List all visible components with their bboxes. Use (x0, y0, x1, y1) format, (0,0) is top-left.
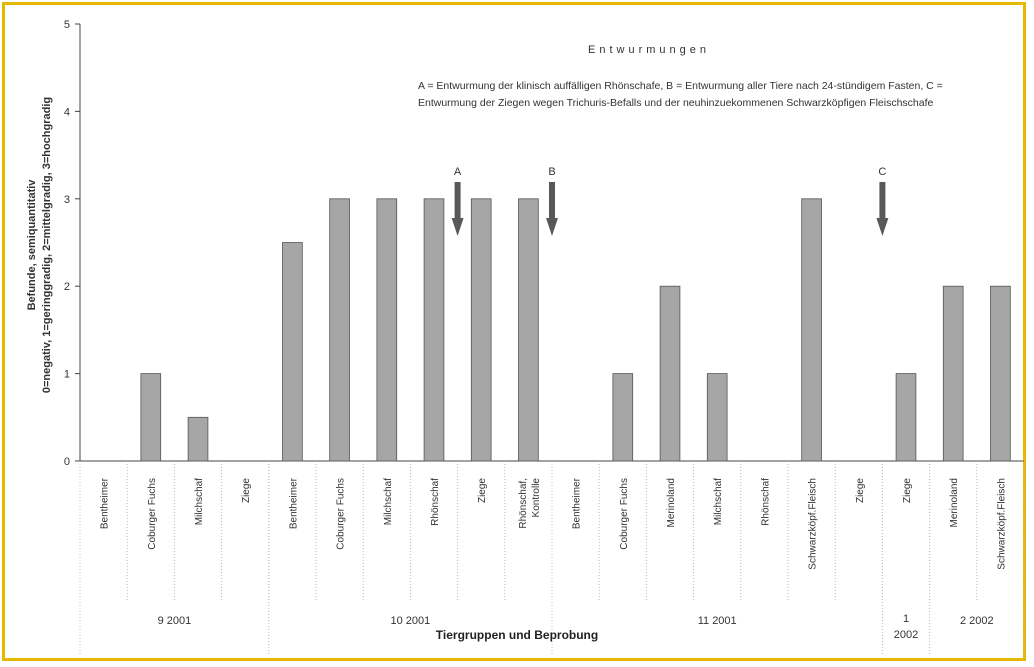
bar (423, 198, 445, 462)
marker-arrow-head (876, 218, 889, 236)
category-label: Bentheimer (572, 477, 583, 529)
marker-label: C (878, 166, 886, 178)
category-label: Milchschaf (383, 478, 394, 525)
group-label: 2 2002 (960, 615, 994, 627)
bar (895, 373, 917, 462)
category-label: Coburger Fuchs (336, 478, 347, 550)
category-label: Merinoland (949, 478, 960, 527)
category-label: Kontrolle (531, 478, 542, 518)
category-label: Bentheimer (288, 477, 299, 529)
bar (801, 198, 822, 462)
bar (282, 242, 303, 462)
y-axis-title: Befunde, semiquantitativ (26, 179, 38, 311)
group-label: 2002 (894, 629, 918, 641)
bar (612, 373, 634, 462)
y-tick-label: 5 (64, 19, 70, 31)
category-label: Coburger Fuchs (619, 478, 630, 550)
y-tick-label: 4 (64, 106, 70, 118)
chart-frame (2, 2, 1026, 661)
group-label: 10 2001 (391, 615, 431, 627)
category-label: Ziege (477, 478, 488, 503)
category-label: Schwarzköpf.Fleisch (996, 478, 1007, 570)
category-label: Ziege (855, 478, 866, 503)
bar (140, 373, 162, 462)
group-label: 1 (903, 613, 909, 625)
group-label: 11 2001 (698, 615, 737, 627)
group-label: 9 2001 (158, 615, 192, 627)
chart-title: Entwurmungen (588, 44, 710, 56)
marker-arrow-head (451, 218, 464, 236)
marker-label: B (548, 166, 555, 178)
marker-arrow-shaft (549, 182, 555, 220)
y-tick-label: 0 (64, 456, 70, 468)
category-label: Coburger Fuchs (147, 478, 158, 550)
category-label: Schwarzköpf.Fleisch (808, 478, 819, 570)
category-label: Rhönschaf, (518, 478, 529, 529)
category-label: Merinoland (666, 478, 677, 527)
category-label: Ziege (902, 478, 913, 503)
bar (470, 198, 492, 462)
bar (376, 198, 398, 462)
category-label: Bentheimer (100, 477, 111, 529)
chart-annotation: A = Entwurmung der klinisch auffälligen … (418, 80, 943, 109)
bar (659, 285, 681, 462)
bar (187, 416, 209, 462)
bar (990, 285, 1011, 462)
bar (706, 373, 728, 462)
y-tick-label: 2 (64, 281, 70, 293)
category-label: Milchschaf (194, 478, 205, 525)
bar (329, 198, 350, 462)
category-label: Milchschaf (713, 478, 724, 525)
category-label: Rhönschaf (430, 478, 441, 526)
y-axis-title: 0=negativ, 1=geringgradig, 2=mittelgradi… (41, 97, 53, 393)
marker-arrow-shaft (879, 182, 886, 220)
y-tick-label: 3 (64, 194, 70, 206)
marker-label: A (454, 166, 462, 178)
marker-arrow-head (546, 218, 558, 236)
y-tick-label: 1 (64, 369, 70, 381)
marker-arrow-shaft (454, 182, 461, 220)
bar (518, 198, 539, 462)
category-label: Rhönschaf (760, 478, 771, 526)
x-axis-title: Tiergruppen und Beprobung (435, 628, 599, 642)
bar (942, 285, 964, 462)
category-label: Ziege (241, 478, 252, 503)
